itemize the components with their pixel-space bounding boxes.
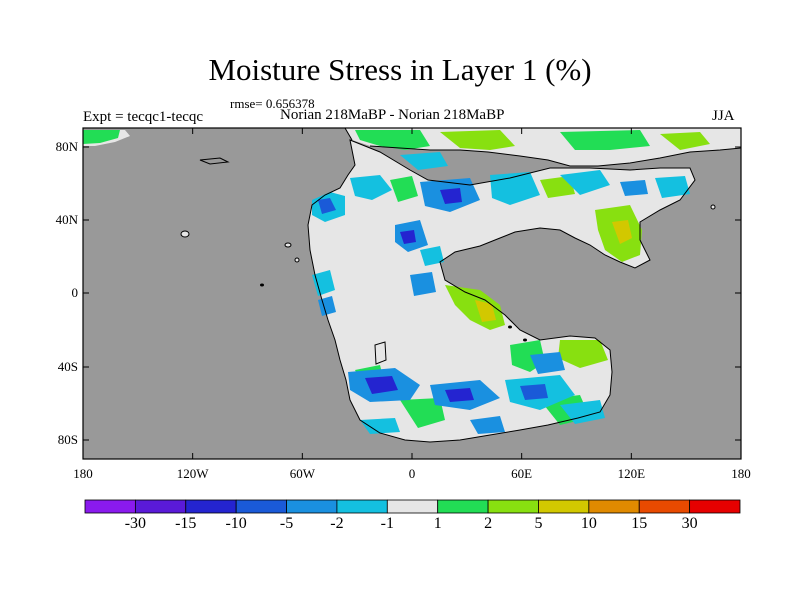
rmse-label: rmse= 0.656378 [230, 96, 315, 111]
colorbar-label: 5 [534, 515, 543, 532]
colorbar-label: 10 [580, 515, 597, 532]
colorbar-label: 2 [484, 515, 493, 532]
colorbar-swatch [689, 499, 741, 514]
colorbar-swatch [185, 499, 237, 514]
map-title: Moisture Stress in Layer 1 (%) [208, 52, 592, 87]
coastline [344, 127, 742, 167]
island [260, 283, 264, 287]
experiment-label: Expt = tecqc1-tecqc [83, 109, 204, 125]
colorbar-swatch [134, 499, 187, 514]
season-label: JJA [712, 108, 735, 124]
axis-ticks [82, 128, 742, 459]
colorbar-swatch [286, 499, 338, 514]
island [523, 338, 527, 342]
latitude-label: 0 [71, 285, 79, 300]
map-subtitle: Norian 218MaBP - Norian 218MaBP [280, 107, 505, 123]
colorbar-swatch [588, 499, 640, 514]
longitude-label: 180 [73, 466, 93, 481]
colorbar-label: -30 [124, 515, 147, 532]
island [180, 230, 190, 238]
lake-outline [374, 341, 387, 365]
colorbar-label: -15 [175, 515, 197, 532]
colorbar-label: 30 [681, 515, 698, 532]
colorbar-label: -2 [330, 515, 344, 532]
longitude-label: 180 [731, 466, 751, 481]
island [710, 204, 716, 210]
latitude-label: 80N [55, 139, 78, 154]
longitude-label: 120E [617, 466, 646, 481]
colorbar-swatch [336, 499, 388, 514]
colorbar-swatch [437, 499, 489, 514]
colorbar [84, 499, 741, 514]
colorbar-swatch [538, 499, 590, 514]
island [199, 157, 230, 165]
longitude-label: 120W [176, 466, 209, 481]
colorbar-swatch [84, 499, 136, 514]
coastline [307, 139, 696, 443]
colorbar-label: 1 [433, 515, 442, 532]
colorbar-swatch [487, 499, 539, 514]
island [294, 257, 300, 263]
colorbar-swatch [235, 499, 287, 514]
longitude-label: 0 [408, 466, 416, 481]
latitude-label: 40S [57, 359, 78, 374]
island [508, 325, 512, 329]
colorbar-label: -1 [380, 515, 394, 532]
colorbar-swatch [386, 499, 439, 514]
latitude-label: 80S [57, 432, 78, 447]
colorbar-label: -10 [225, 515, 247, 532]
longitude-label: 60E [511, 466, 533, 481]
latitude-label: 40N [55, 212, 78, 227]
island [284, 242, 292, 248]
negative-anomaly-patches [312, 152, 690, 434]
colorbar-label: 15 [631, 515, 648, 532]
longitude-label: 60W [289, 466, 315, 481]
colorbar-label: -5 [279, 515, 294, 532]
colorbar-swatch [638, 499, 691, 514]
